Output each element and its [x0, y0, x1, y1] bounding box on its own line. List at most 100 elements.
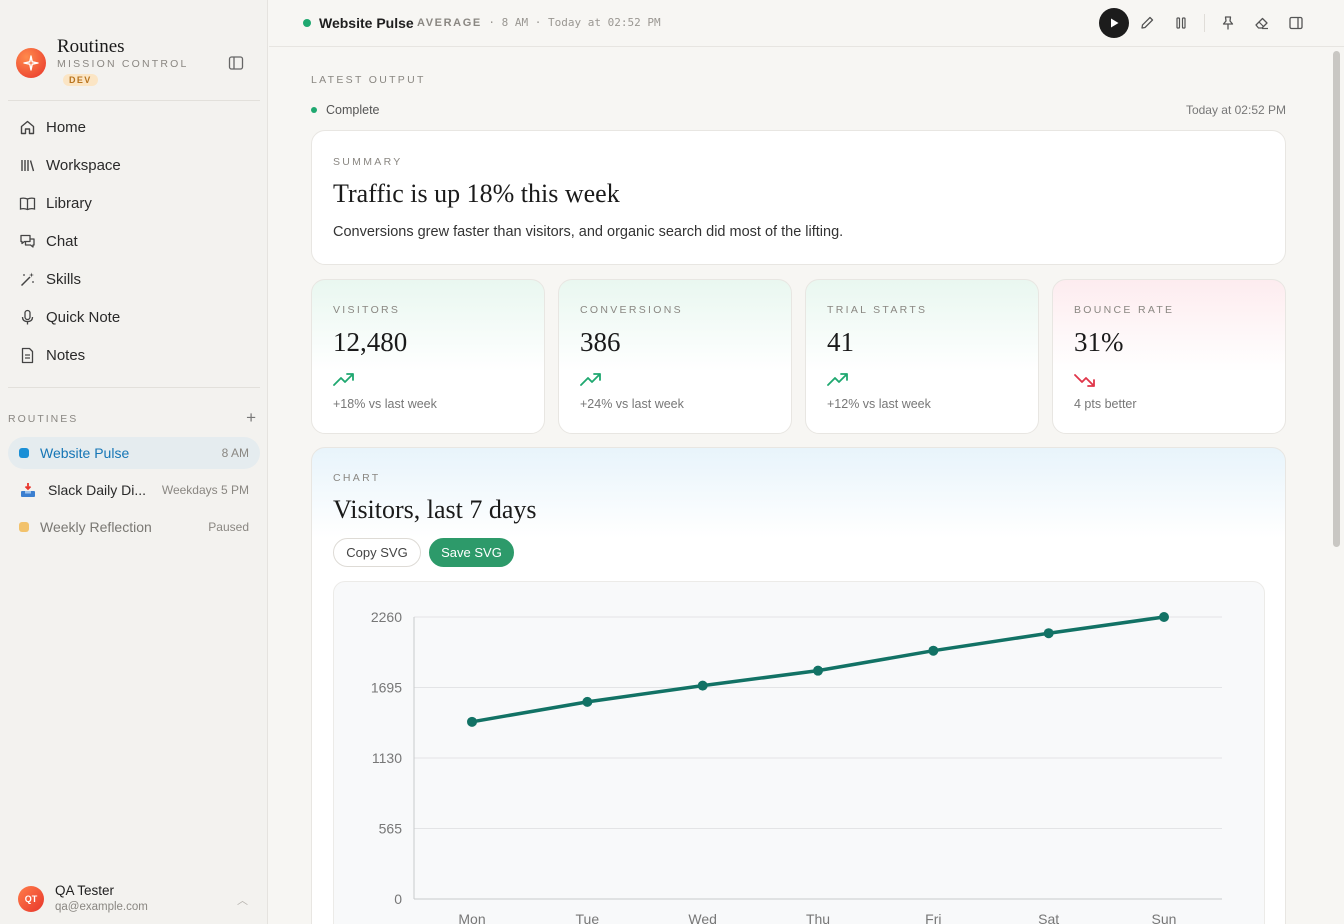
status-dot: [303, 19, 311, 27]
trend-up-icon: [333, 373, 354, 386]
y-tick-label: 0: [394, 891, 402, 907]
inbox-tray-icon: [18, 482, 38, 498]
nav-list: Home Workspace Library Chat Skills Quick…: [8, 108, 260, 374]
book-icon: [18, 194, 36, 212]
user-menu[interactable]: QT QA Tester qa@example.com ︿: [16, 880, 256, 918]
document-icon: [18, 346, 36, 364]
data-point: [697, 680, 708, 691]
scrollbar-thumb[interactable]: [1333, 51, 1340, 547]
brand-subtitle: MISSION CONTROL: [57, 58, 189, 70]
routine-status-paused: Paused: [208, 520, 249, 534]
pin-button[interactable]: [1214, 9, 1242, 37]
routine-schedule: Weekdays 5 PM: [161, 483, 249, 497]
x-tick-label: Tue: [576, 911, 600, 924]
toggle-panel-button[interactable]: [1282, 9, 1310, 37]
nav-item-notes[interactable]: Notes: [8, 336, 260, 374]
avatar: QT: [18, 886, 44, 912]
nav-item-label: Library: [46, 194, 92, 212]
nav-item-library[interactable]: Library: [8, 184, 260, 222]
line-chart: 0 565 1130 1695 2260 Mon Tue Wed Thu Fri Sat Sun: [333, 581, 1265, 924]
run-schedule: 8 AM: [501, 16, 529, 29]
metric-card-bounce-rate: BOUNCE RATE 31% 4 pts better: [1052, 279, 1286, 434]
copy-svg-button[interactable]: Copy SVG: [333, 538, 421, 567]
data-point: [1159, 612, 1169, 622]
routine-item-slack-daily[interactable]: Slack Daily Di... Weekdays 5 PM: [8, 474, 260, 506]
latest-output-label: LATEST OUTPUT: [311, 74, 426, 86]
run-status: Complete: [311, 103, 380, 117]
summary-label: SUMMARY: [333, 156, 403, 168]
y-tick-label: 1130: [372, 750, 402, 766]
nav-item-chat[interactable]: Chat: [8, 222, 260, 260]
x-tick-label: Mon: [458, 911, 485, 924]
metric-card-conversions: CONVERSIONS 386 +24% vs last week: [558, 279, 792, 434]
metric-card-visitors: VISITORS 12,480 +18% vs last week: [311, 279, 545, 434]
brand-logo: [16, 48, 46, 78]
nav-item-label: Home: [46, 118, 87, 136]
run-status-text: Complete: [326, 103, 380, 117]
metric-label: BOUNCE RATE: [1074, 304, 1175, 316]
nav-item-home[interactable]: Home: [8, 108, 260, 146]
output-timestamp: Today at 02:52 PM: [1185, 103, 1286, 117]
main-content: LATEST OUTPUT Complete Today at 02:52 PM…: [311, 48, 1286, 924]
data-point: [1043, 628, 1054, 639]
metric-card-trial-starts: TRIAL STARTS 41 +12% vs last week: [805, 279, 1039, 434]
chart-title: Visitors, last 7 days: [333, 495, 537, 524]
collapse-sidebar-button[interactable]: [226, 53, 246, 73]
metric-value: 31%: [1074, 327, 1124, 357]
chat-icon: [18, 232, 36, 250]
nav-item-workspace[interactable]: Workspace: [8, 146, 260, 184]
metric-label: VISITORS: [333, 304, 401, 316]
nav-item-label: Chat: [46, 232, 78, 250]
pencil-icon: [1141, 16, 1154, 29]
y-tick-label: 565: [379, 821, 403, 837]
pause-button[interactable]: [1167, 9, 1195, 37]
nav-item-skills[interactable]: Skills: [8, 260, 260, 298]
nav-item-quick-note[interactable]: Quick Note: [8, 298, 260, 336]
run-button[interactable]: [1099, 8, 1129, 38]
chart-card: CHART Visitors, last 7 days Copy SVG Sav…: [311, 447, 1286, 924]
routine-meta: AVERAGE · 8 AM · Today at 02:52 PM: [417, 16, 661, 29]
x-tick-label: Sat: [1038, 911, 1059, 924]
toolbar-separator: [1204, 14, 1205, 32]
scrollbar[interactable]: [1330, 48, 1342, 924]
trend-up-icon: [580, 373, 601, 386]
run-mode: AVERAGE: [417, 17, 482, 29]
x-tick-label: Wed: [688, 911, 717, 924]
routine-schedule: 8 AM: [221, 446, 249, 460]
home-icon: [18, 118, 36, 136]
edit-button[interactable]: [1133, 9, 1161, 37]
summary-body: Conversions grew faster than visitors, a…: [333, 224, 844, 240]
routine-item-website-pulse[interactable]: Website Pulse 8 AM: [8, 437, 260, 469]
chart-section-label: CHART: [333, 472, 381, 484]
workspace-icon: [18, 156, 36, 174]
routine-title: Website Pulse: [319, 15, 414, 31]
wand-icon: [18, 270, 36, 288]
data-point: [928, 645, 939, 656]
x-tick-label: Fri: [925, 911, 941, 924]
data-point: [582, 696, 593, 707]
save-svg-button[interactable]: Save SVG: [429, 538, 514, 567]
trend-down-icon: [1074, 374, 1095, 387]
routine-item-weekly-reflection[interactable]: Weekly Reflection Paused: [8, 511, 260, 543]
summary-card: SUMMARY Traffic is up 18% this week Conv…: [311, 130, 1286, 265]
top-bar: Website Pulse AVERAGE · 8 AM · Today at …: [269, 0, 1344, 47]
sidebar-toggle-icon: [228, 56, 244, 70]
routine-color-dot: [19, 522, 29, 532]
last-run: Today at 02:52 PM: [548, 16, 661, 29]
status-dot: [311, 107, 317, 113]
add-routine-button[interactable]: +: [246, 408, 256, 427]
x-tick-label: Thu: [806, 911, 830, 924]
metric-label: CONVERSIONS: [580, 304, 683, 316]
metric-value: 12,480: [333, 327, 408, 357]
y-tick-label: 2260: [371, 609, 402, 625]
clear-button[interactable]: [1248, 9, 1276, 37]
metric-value: 386: [580, 327, 621, 357]
sidebar-divider: [8, 100, 260, 101]
pause-icon: [1176, 17, 1186, 29]
routine-color-dot: [19, 448, 29, 458]
nav-item-label: Notes: [46, 346, 86, 364]
metric-delta: +24% vs last week: [580, 397, 684, 411]
routine-name: Weekly Reflection: [40, 519, 152, 535]
chart-svg: 0 565 1130 1695 2260 Mon Tue Wed Thu Fri Sat Sun: [371, 609, 1222, 924]
sidebar-divider: [8, 387, 260, 388]
